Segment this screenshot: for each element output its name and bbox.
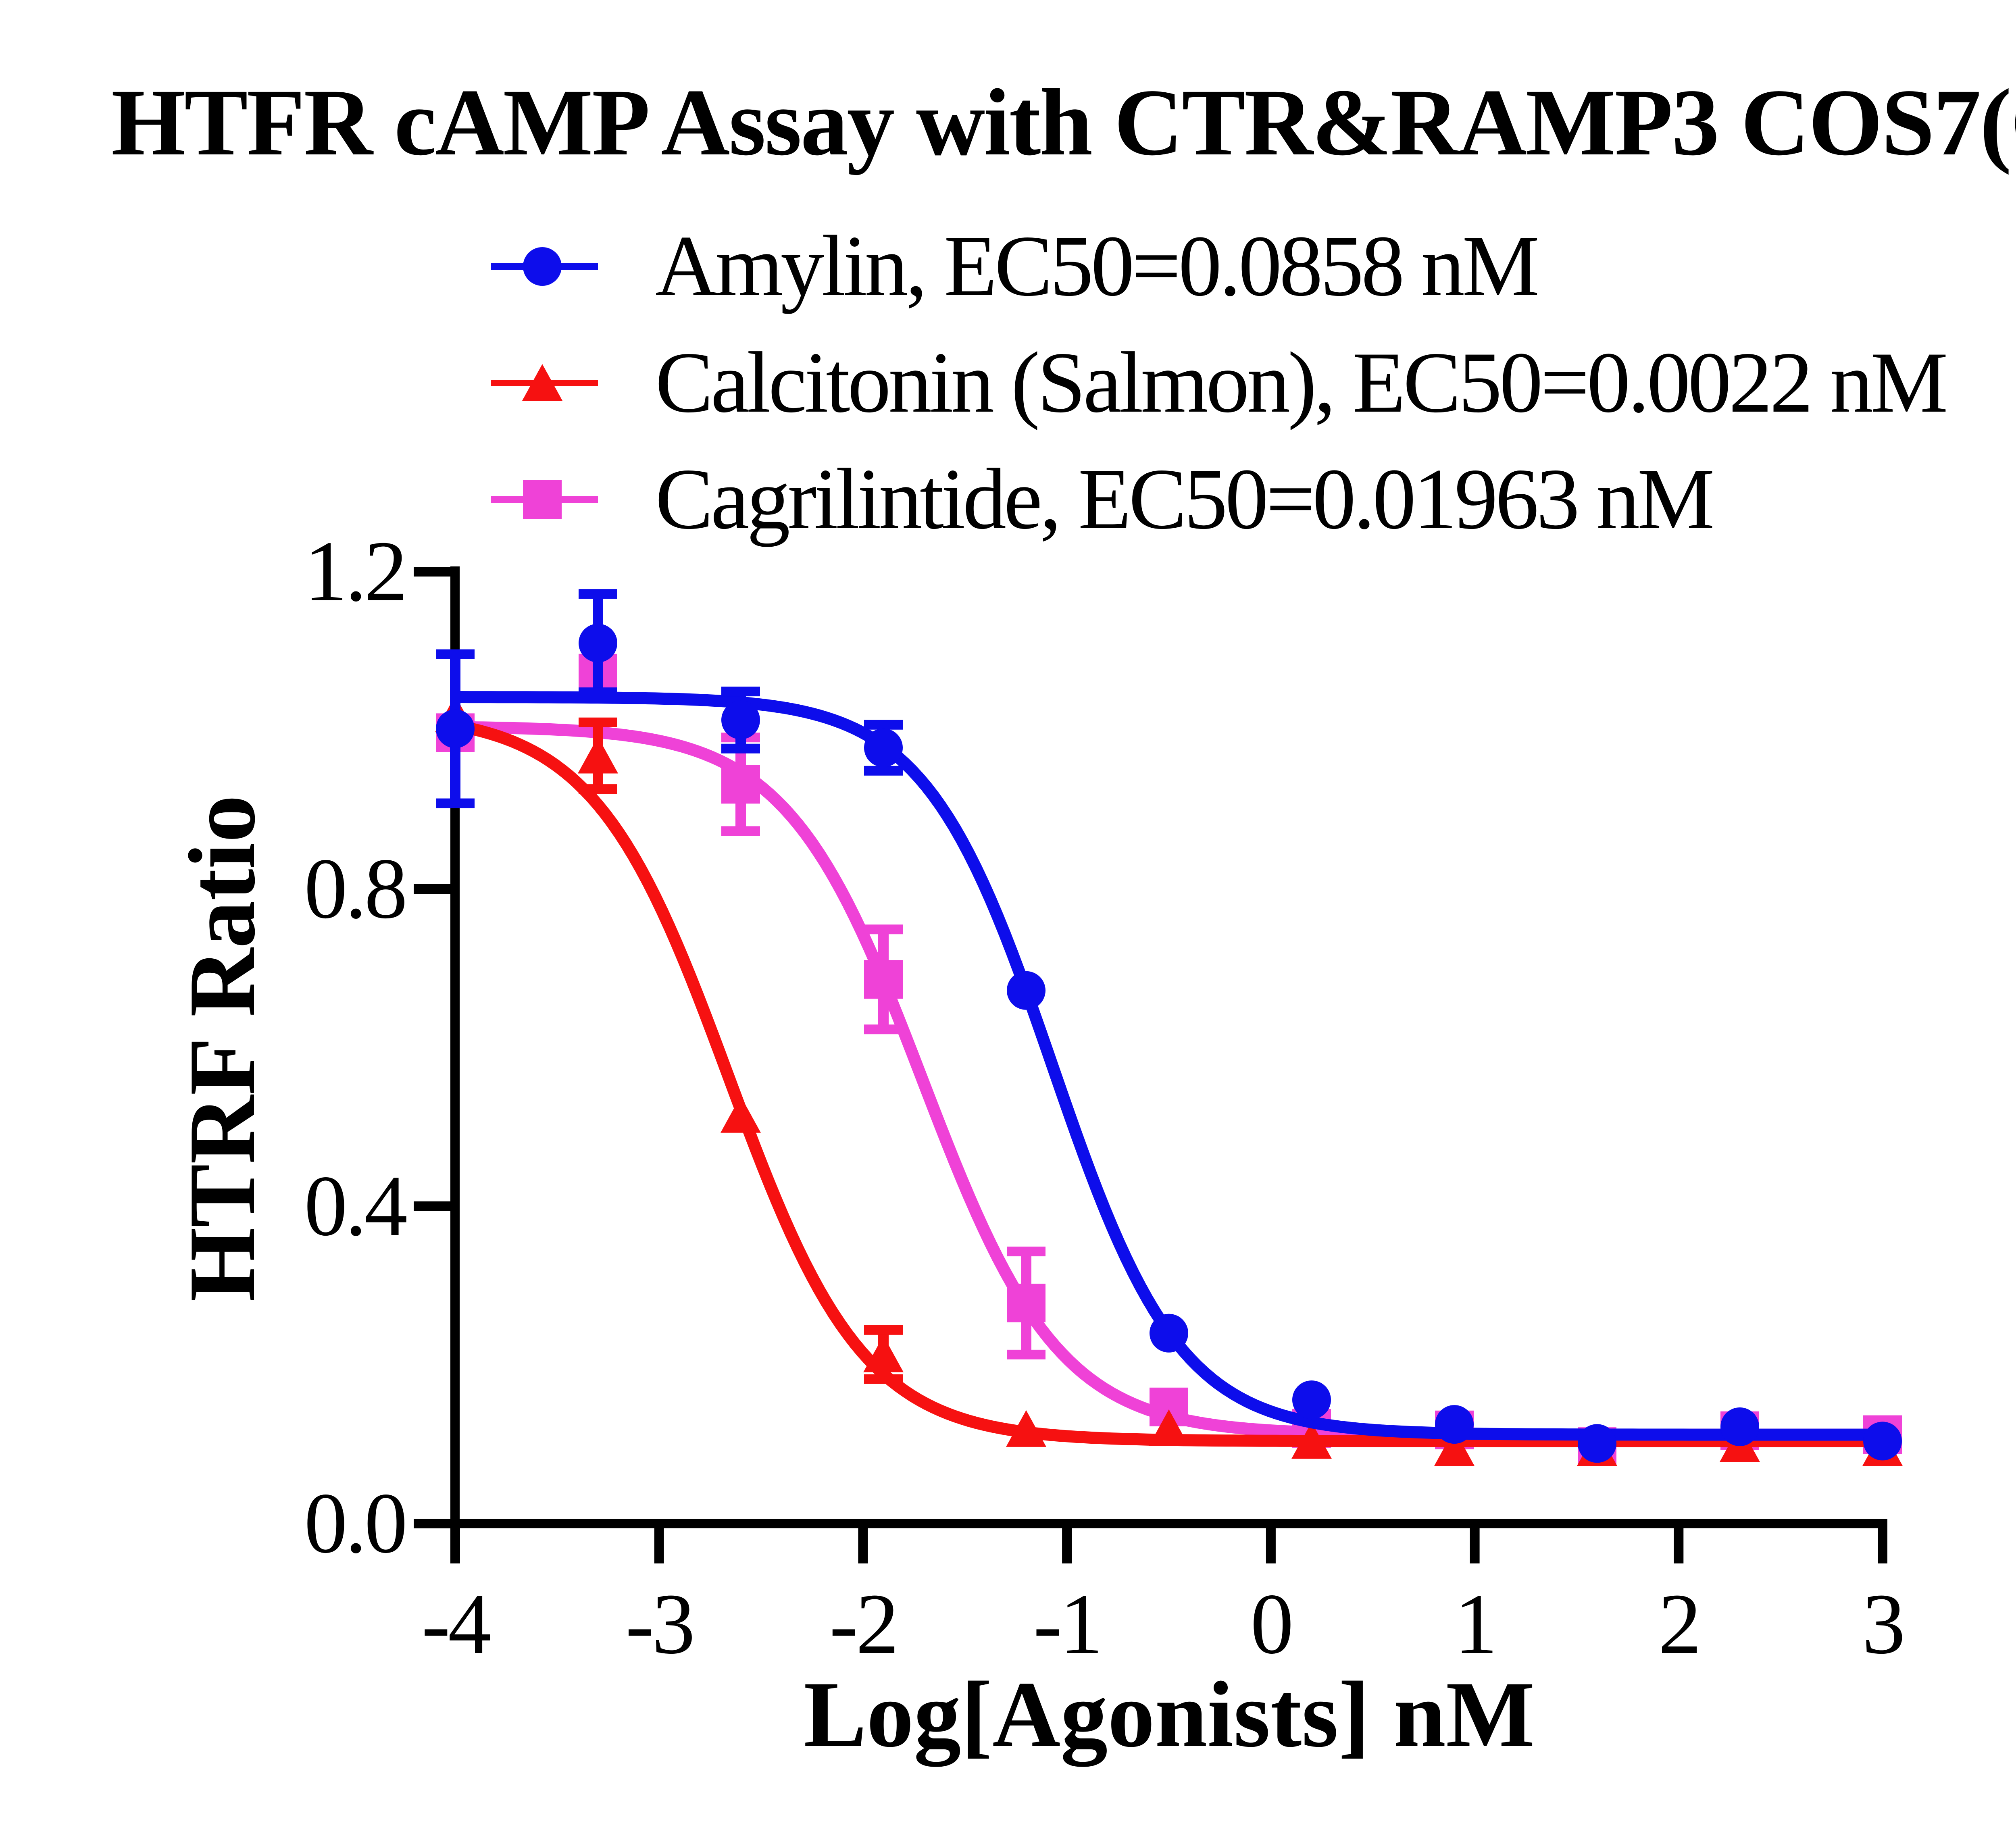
- svg-text:-3: -3: [625, 1576, 693, 1672]
- svg-text:Calcitonin (Salmon), EC50=0.0: Calcitonin (Salmon), EC50=0.0022 nM: [655, 334, 1946, 431]
- svg-text:0.0: 0.0: [304, 1475, 405, 1571]
- svg-text:-1: -1: [1033, 1576, 1101, 1672]
- svg-text:-2: -2: [829, 1576, 897, 1672]
- svg-text:HTFR cAMP Assay with CTR&RAMP3: HTFR cAMP Assay with CTR&RAMP3 COS7(C8C5…: [111, 70, 2016, 175]
- svg-text:3: 3: [1862, 1576, 1903, 1672]
- svg-text:2: 2: [1658, 1576, 1699, 1672]
- svg-text:-4: -4: [421, 1576, 490, 1672]
- svg-text:0.8: 0.8: [304, 840, 405, 937]
- svg-text:HTRF Ratio: HTRF Ratio: [170, 795, 275, 1301]
- svg-text:1: 1: [1454, 1576, 1495, 1672]
- svg-text:Log[Agonists] nM: Log[Agonists] nM: [804, 1662, 1535, 1767]
- svg-text:0.4: 0.4: [304, 1157, 406, 1254]
- svg-text:0: 0: [1250, 1576, 1291, 1672]
- svg-text:1.2: 1.2: [304, 523, 405, 619]
- svg-text:Amylin, EC50=0.0858 nM: Amylin, EC50=0.0858 nM: [655, 218, 1537, 314]
- svg-text:Cagrilintide, EC50=0.01963 nM: Cagrilintide, EC50=0.01963 nM: [655, 451, 1712, 547]
